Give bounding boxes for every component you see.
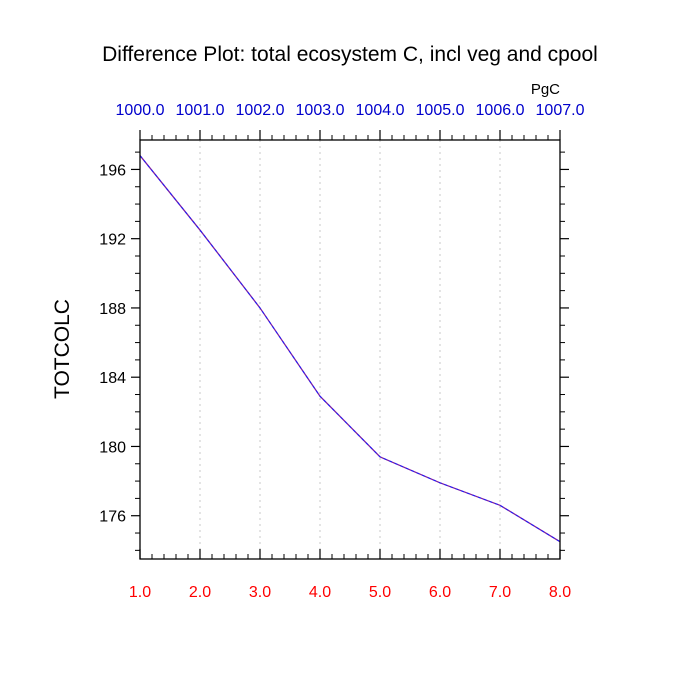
top-tick-label: 1000.0: [116, 102, 165, 119]
top-tick-label: 1007.0: [536, 102, 585, 119]
y-axis-label: TOTCOLC: [51, 299, 74, 399]
chart-title: Difference Plot: total ecosystem C, incl…: [102, 43, 598, 66]
x-tick-label: 5.0: [369, 584, 391, 601]
series-line-dash: [139, 155, 561, 543]
x-tick-label: 3.0: [249, 584, 271, 601]
top-tick-label: 1001.0: [176, 102, 225, 119]
series-lines: [139, 155, 561, 543]
series-line: [139, 155, 561, 543]
top-tick-label: 1006.0: [476, 102, 525, 119]
y-tick-label: 176: [99, 509, 126, 526]
x-tick-label: 6.0: [429, 584, 451, 601]
top-tick-label: 1002.0: [236, 102, 285, 119]
x-tick-labels: 1.0 2.0 3.0 4.0 5.0 6.0 7.0 8.0: [129, 584, 571, 601]
top-tick-labels: 1000.0 1001.0 1002.0 1003.0 1004.0 1005.0 1006…: [116, 102, 585, 119]
x-tick-label: 2.0: [189, 584, 211, 601]
x-tick-label: 7.0: [489, 584, 511, 601]
y-tick-labels: 176 180 184 188 192 196: [99, 162, 126, 525]
y-tick-label: 196: [99, 162, 126, 179]
plot-frame: [139, 139, 561, 560]
top-tick-label: 1003.0: [296, 102, 345, 119]
y-tick-label: 192: [99, 232, 126, 249]
top-tick-label: 1004.0: [356, 102, 405, 119]
x-tick-label: 8.0: [549, 584, 571, 601]
axis-ticks: [131, 130, 569, 559]
x-tick-label: 4.0: [309, 584, 331, 601]
grid: [199, 140, 501, 559]
y-tick-label: 184: [99, 370, 126, 387]
x-tick-label: 1.0: [129, 584, 151, 601]
y-tick-label: 180: [99, 439, 126, 456]
y-tick-label: 188: [99, 301, 126, 318]
top-tick-label: 1005.0: [416, 102, 465, 119]
top-axis-units: PgC: [531, 81, 560, 98]
